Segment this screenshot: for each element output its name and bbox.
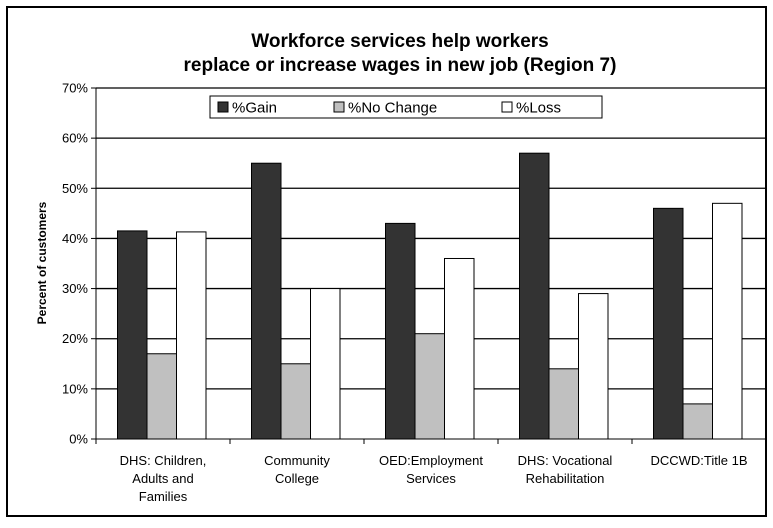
y-tick-label: 40% [62, 231, 88, 246]
chart-title-line-1: Workforce services help workers [251, 31, 548, 52]
legend-label: %No Change [348, 100, 437, 117]
bar-gain [385, 222, 416, 440]
x-category-label: Community [264, 453, 330, 468]
y-axis-label: Percent of customers [35, 201, 49, 324]
x-category-label: Services [406, 471, 456, 486]
x-category-label: DCCWD:Title 1B [650, 453, 747, 468]
x-category-label: DHS: Vocational [518, 453, 613, 468]
legend-label: %Loss [516, 100, 561, 117]
bar-gain [251, 162, 282, 440]
y-tick-label: 20% [62, 331, 88, 346]
bar-loss [578, 293, 609, 440]
y-tick-label: 0% [69, 432, 88, 447]
legend-swatch [217, 101, 229, 113]
bar-loss [176, 231, 207, 440]
x-axis-categories: DHS: Children, Adults and Families Communit… [95, 439, 767, 504]
bars [117, 152, 743, 440]
y-tick-label: 50% [62, 181, 88, 196]
bar-loss [444, 257, 475, 440]
y-tick-label: 70% [62, 81, 88, 96]
legend: %Gain %No Change %Loss [209, 95, 603, 119]
x-category-label: DHS: Children, [120, 453, 207, 468]
legend-swatch [333, 101, 345, 113]
x-category-label: Adults and [132, 471, 193, 486]
bar-loss [310, 288, 341, 440]
bar-nochange [146, 353, 177, 440]
chart-title-line-2: replace or increase wages in new job (Re… [184, 55, 617, 76]
bar-loss [712, 202, 743, 440]
bar-nochange [682, 403, 713, 440]
x-category-label: College [275, 471, 319, 486]
bar-gain [653, 207, 684, 440]
bar-gain [519, 152, 550, 440]
bar-nochange [414, 333, 445, 440]
x-category-label: OED:Employment [379, 453, 483, 468]
y-tick-label: 30% [62, 281, 88, 296]
y-tick-label: 10% [62, 381, 88, 396]
bar-nochange [280, 363, 311, 440]
legend-label: %Gain [232, 100, 277, 117]
y-tick-label: 60% [62, 131, 88, 146]
bar-nochange [548, 368, 579, 440]
x-category-label: Families [139, 489, 188, 504]
y-axis-ticks: 0% 10% 20% 30% 40% 50% 60% 70% [62, 81, 96, 447]
x-category-label: Rehabilitation [526, 471, 605, 486]
legend-swatch [501, 101, 513, 113]
bar-gain [117, 230, 148, 440]
